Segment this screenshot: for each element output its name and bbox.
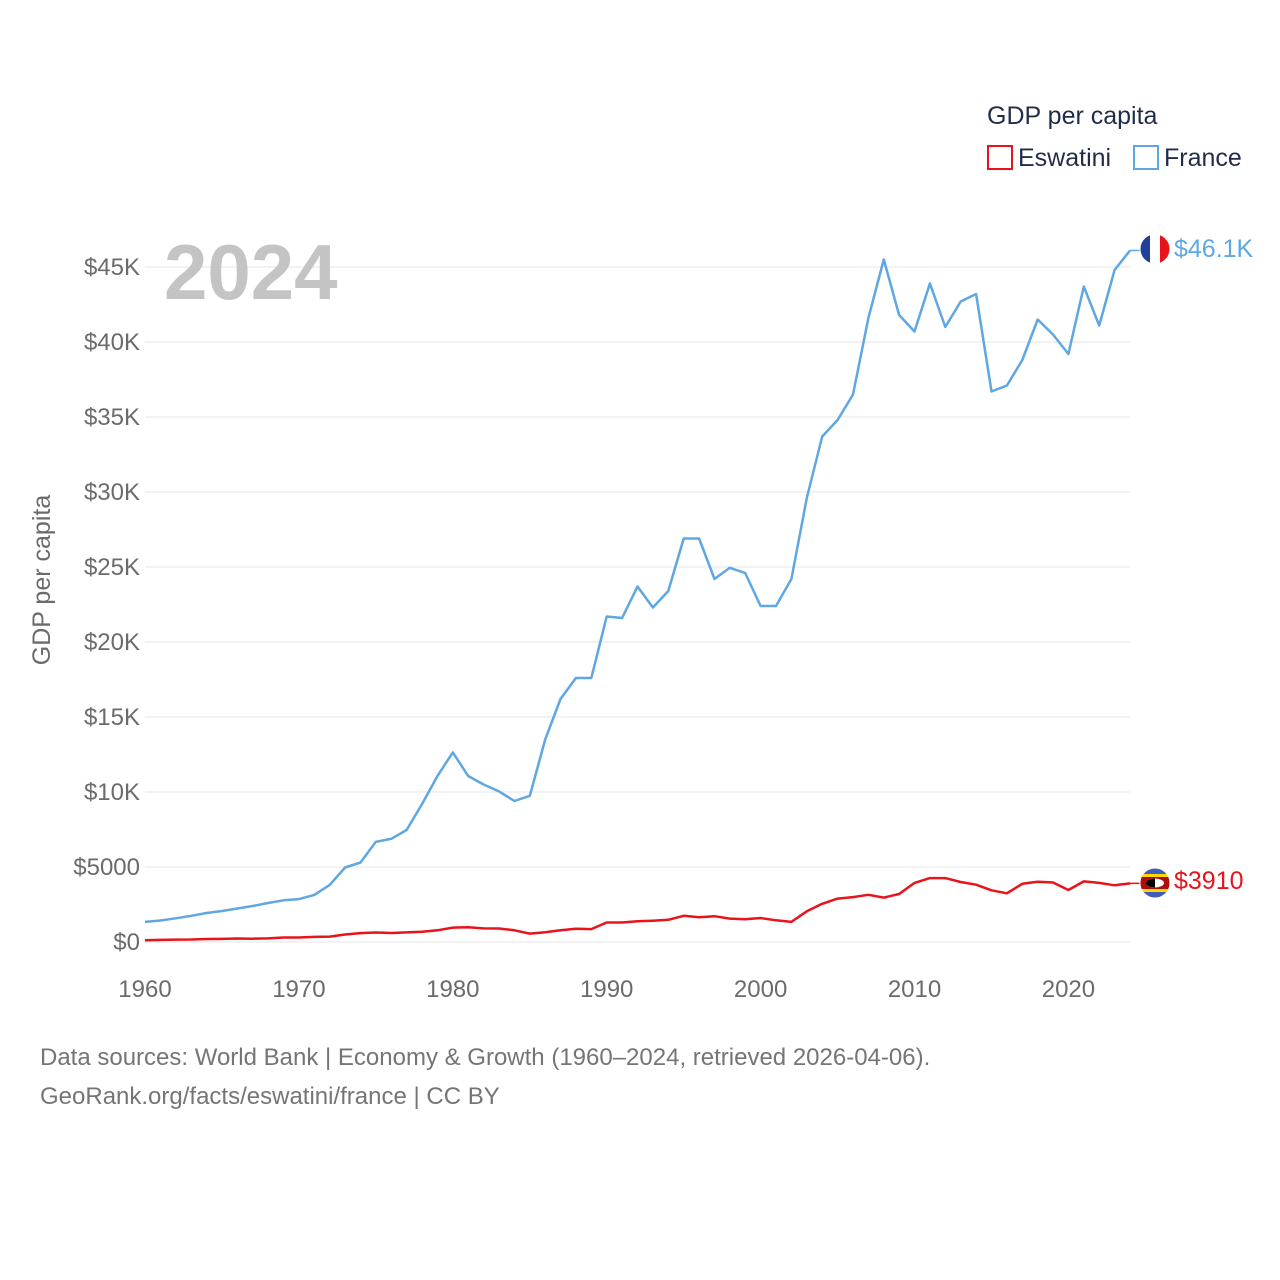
eswatini-flag-icon (1139, 867, 1171, 899)
source-line-1: Data sources: World Bank | Economy & Gro… (40, 1044, 931, 1071)
y-tick-label: $0 (113, 929, 140, 956)
legend-swatch-eswatini (987, 145, 1013, 170)
y-tick-label: $5000 (73, 854, 140, 881)
x-tick-label: 1990 (580, 976, 633, 1003)
source-line-2[interactable]: GeoRank.org/facts/eswatini/france | CC B… (40, 1083, 500, 1110)
x-tick-label: 2010 (888, 976, 941, 1003)
legend-label-eswatini: Eswatini (1018, 144, 1111, 172)
grid-lines (145, 266, 1130, 943)
series-line-france (144, 249, 1131, 924)
series-lines (144, 249, 1140, 942)
series-line-eswatini (144, 876, 1131, 942)
x-tick-label: 1960 (118, 976, 171, 1003)
y-tick-label: $35K (84, 404, 140, 431)
legend-title: GDP per capita (987, 102, 1158, 130)
y-axis-label: GDP per capita (28, 495, 56, 666)
y-tick-label: $30K (84, 479, 140, 506)
x-tick-label: 1980 (426, 976, 479, 1003)
legend-label-france: France (1164, 144, 1242, 172)
x-tick-label: 2020 (1042, 976, 1095, 1003)
france-flag-icon (1139, 233, 1171, 265)
y-tick-label: $20K (84, 629, 140, 656)
x-tick-label: 1970 (272, 976, 325, 1003)
y-tick-label: $15K (84, 704, 140, 731)
y-tick-label: $45K (84, 254, 140, 281)
y-tick-label: $40K (84, 329, 140, 356)
x-axis-ticks: 1960 1970 1980 1990 2000 2010 2020 (118, 976, 1095, 1003)
y-axis-ticks: $0 $5000 $10K $15K $20K $25K $30K $35K $40K $45K (73, 254, 140, 956)
legend-swatch-france (1133, 145, 1159, 170)
y-tick-label: $10K (84, 779, 140, 806)
eswatini-end-value: $3910 (1174, 867, 1244, 895)
x-tick-label: 2000 (734, 976, 787, 1003)
france-end-value: $46.1K (1174, 235, 1254, 263)
year-label: 2024 (164, 228, 338, 316)
y-tick-label: $25K (84, 554, 140, 581)
